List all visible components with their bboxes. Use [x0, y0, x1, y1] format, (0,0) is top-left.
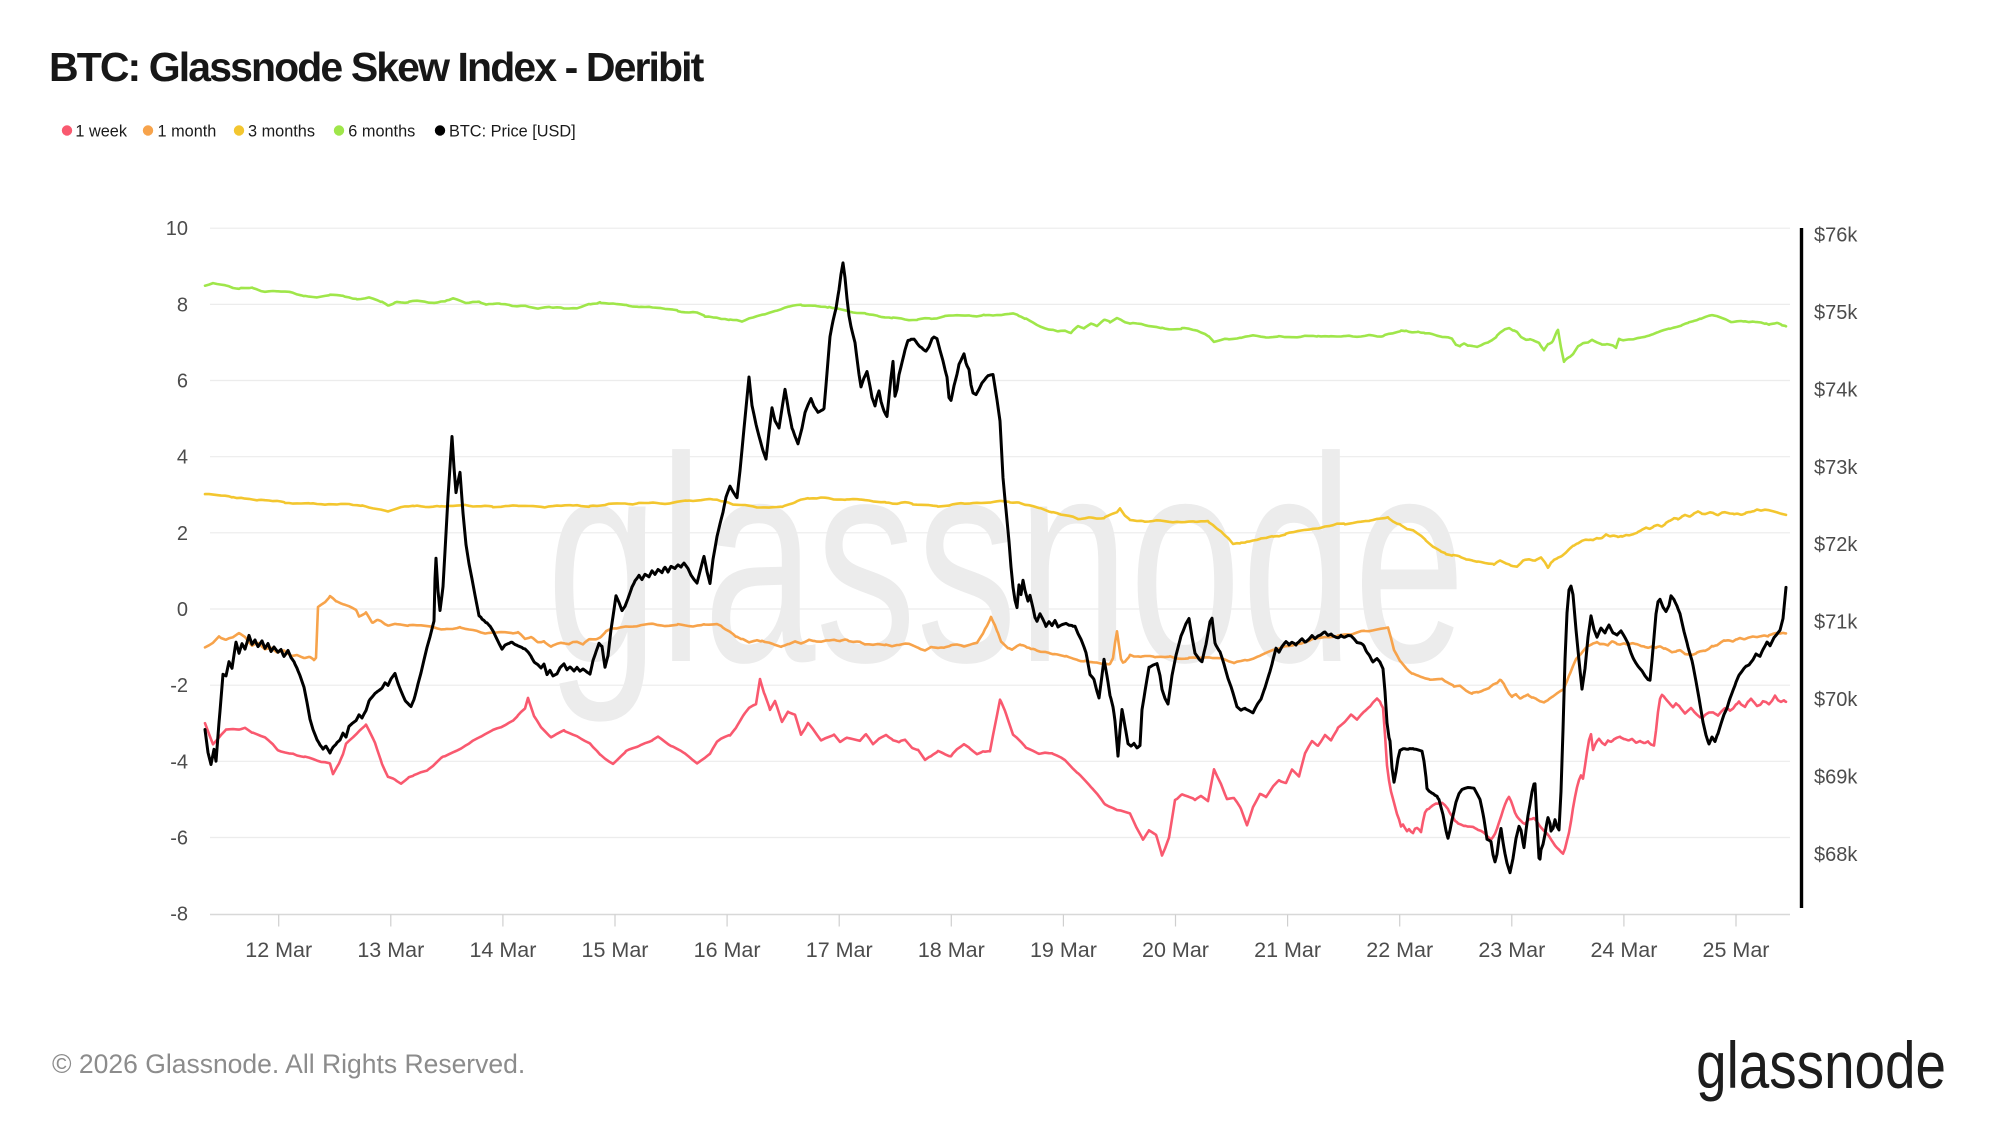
svg-text:$75k: $75k: [1814, 302, 1858, 324]
svg-text:24 Mar: 24 Mar: [1590, 938, 1657, 962]
svg-text:6 months: 6 months: [348, 123, 415, 141]
svg-text:$70k: $70k: [1814, 689, 1858, 711]
svg-text:19 Mar: 19 Mar: [1030, 938, 1097, 962]
svg-text:1 month: 1 month: [158, 123, 217, 141]
svg-text:© 2026 Glassnode. All Rights R: © 2026 Glassnode. All Rights Reserved.: [52, 1049, 525, 1079]
svg-text:-2: -2: [170, 675, 188, 697]
svg-text:4: 4: [177, 447, 188, 469]
svg-text:$68k: $68k: [1814, 844, 1858, 866]
svg-text:16 Mar: 16 Mar: [694, 938, 761, 962]
svg-text:glassnode: glassnode: [1696, 1028, 1946, 1102]
svg-text:8: 8: [177, 294, 188, 316]
svg-text:$69k: $69k: [1814, 766, 1858, 788]
svg-text:BTC: Price [USD]: BTC: Price [USD]: [449, 123, 576, 141]
svg-text:18 Mar: 18 Mar: [918, 938, 985, 962]
svg-text:21 Mar: 21 Mar: [1254, 938, 1321, 962]
svg-text:13 Mar: 13 Mar: [357, 938, 424, 962]
svg-text:15 Mar: 15 Mar: [582, 938, 649, 962]
svg-text:6: 6: [177, 371, 188, 393]
svg-text:BTC: Glassnode Skew Index - De: BTC: Glassnode Skew Index - Deribit: [49, 44, 705, 90]
svg-text:22 Mar: 22 Mar: [1366, 938, 1433, 962]
svg-text:0: 0: [177, 599, 188, 621]
svg-text:$72k: $72k: [1814, 534, 1858, 556]
svg-text:-4: -4: [170, 751, 188, 773]
svg-text:3 months: 3 months: [248, 123, 315, 141]
svg-text:1 week: 1 week: [75, 123, 127, 141]
svg-text:25 Mar: 25 Mar: [1703, 938, 1770, 962]
svg-text:$73k: $73k: [1814, 457, 1858, 479]
svg-text:$71k: $71k: [1814, 612, 1858, 634]
svg-text:glassnode: glassnode: [546, 398, 1465, 724]
svg-text:$76k: $76k: [1814, 225, 1858, 247]
svg-text:14 Mar: 14 Mar: [469, 938, 536, 962]
svg-text:$74k: $74k: [1814, 379, 1858, 401]
svg-text:17 Mar: 17 Mar: [806, 938, 873, 962]
svg-text:23 Mar: 23 Mar: [1478, 938, 1545, 962]
svg-text:20 Mar: 20 Mar: [1142, 938, 1209, 962]
svg-text:-6: -6: [170, 828, 188, 850]
svg-text:2: 2: [177, 523, 188, 545]
svg-text:10: 10: [166, 218, 188, 240]
svg-text:12 Mar: 12 Mar: [245, 938, 312, 962]
svg-text:-8: -8: [170, 904, 188, 926]
